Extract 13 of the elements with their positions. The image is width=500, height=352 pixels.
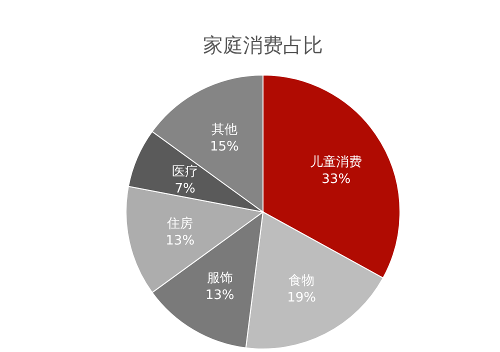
chart-title: 家庭消费占比 (203, 33, 323, 57)
slice-label: 儿童消费 (310, 154, 362, 170)
slice-label: 其他 (211, 122, 238, 138)
slice-label: 服饰 (206, 271, 233, 286)
data-label: 19% (287, 290, 316, 306)
data-label: 15% (210, 139, 239, 154)
data-label: 33% (322, 172, 351, 187)
slice-label: 食物 (288, 274, 315, 289)
data-label: 13% (166, 234, 195, 249)
slice-label: 住房 (166, 216, 194, 232)
data-label: 7% (174, 181, 196, 196)
slice-label: 医疗 (172, 164, 198, 180)
data-label: 13% (205, 288, 234, 304)
